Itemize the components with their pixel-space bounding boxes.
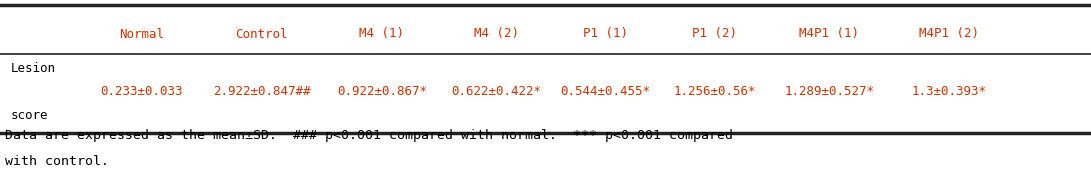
Text: 1.289±0.527*: 1.289±0.527*	[784, 85, 874, 98]
Text: M4 (2): M4 (2)	[473, 28, 519, 40]
Text: 2.922±0.847##: 2.922±0.847##	[213, 85, 311, 98]
Text: M4P1 (1): M4P1 (1)	[800, 28, 859, 40]
Text: 1.256±0.56*: 1.256±0.56*	[673, 85, 756, 98]
Text: P1 (2): P1 (2)	[692, 28, 738, 40]
Text: 0.233±0.033: 0.233±0.033	[100, 85, 183, 98]
Text: 0.622±0.422*: 0.622±0.422*	[452, 85, 541, 98]
Text: 1.3±0.393*: 1.3±0.393*	[912, 85, 986, 98]
Text: Data are expressed as the mean±SD.  ### p<0.001 compared with normal.  *** p<0.0: Data are expressed as the mean±SD. ### p…	[5, 130, 733, 142]
Text: score: score	[11, 109, 48, 122]
Text: Lesion: Lesion	[11, 62, 56, 74]
Text: P1 (1): P1 (1)	[583, 28, 628, 40]
Text: M4 (1): M4 (1)	[359, 28, 405, 40]
Text: 0.544±0.455*: 0.544±0.455*	[561, 85, 650, 98]
Text: Normal: Normal	[119, 28, 165, 40]
Text: Control: Control	[236, 28, 288, 40]
Text: 0.922±0.867*: 0.922±0.867*	[337, 85, 427, 98]
Text: with control.: with control.	[5, 155, 109, 168]
Text: M4P1 (2): M4P1 (2)	[920, 28, 979, 40]
